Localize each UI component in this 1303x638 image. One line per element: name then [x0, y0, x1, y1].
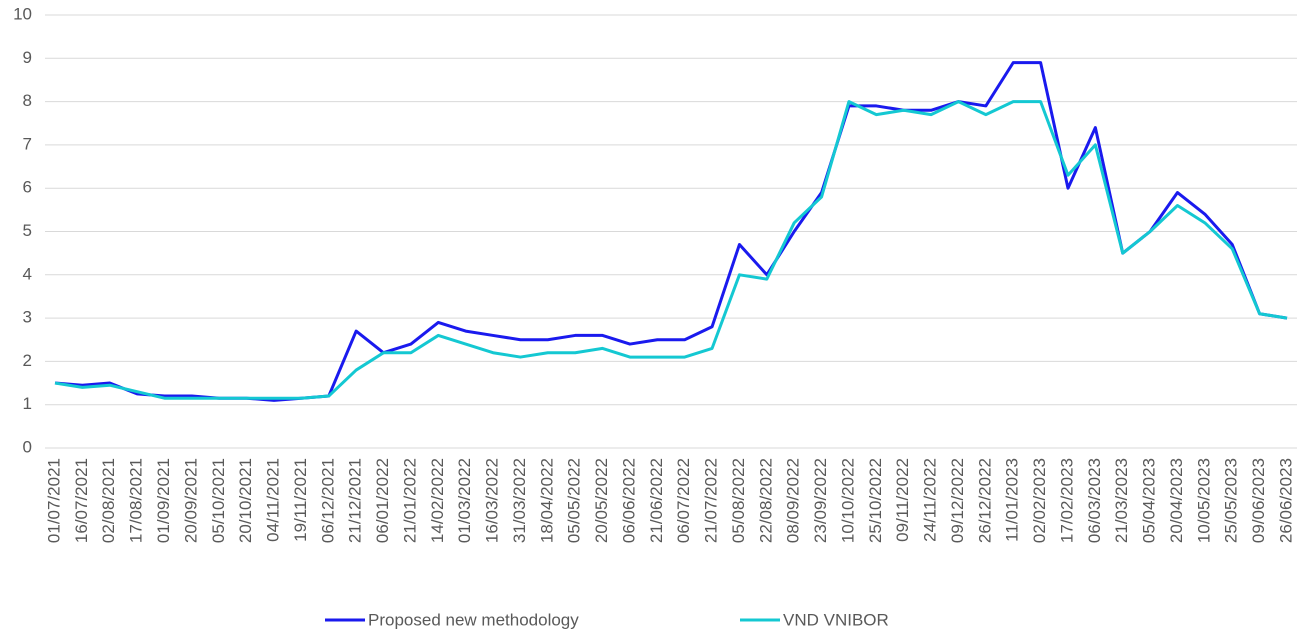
y-tick-label: 0 [23, 437, 32, 456]
x-tick-label: 24/11/2022 [921, 458, 940, 542]
x-tick-label: 20/05/2022 [592, 458, 611, 543]
x-tick-label: 26/06/2023 [1276, 458, 1295, 543]
x-tick-label: 06/07/2022 [674, 458, 693, 543]
y-tick-label: 3 [23, 308, 32, 327]
x-tick-label: 31/03/2022 [510, 458, 529, 543]
x-tick-label: 10/05/2023 [1194, 458, 1213, 543]
y-tick-label: 2 [23, 351, 32, 370]
x-tick-label: 21/07/2022 [702, 458, 721, 543]
x-tick-label: 19/11/2021 [291, 458, 310, 542]
x-tick-label: 02/02/2023 [1030, 458, 1049, 543]
x-tick-label: 16/03/2022 [483, 458, 502, 543]
x-tick-label: 10/10/2022 [838, 458, 857, 543]
x-tick-label: 23/09/2022 [811, 458, 830, 543]
legend-label: Proposed new methodology [368, 610, 579, 629]
x-tick-label: 14/02/2022 [428, 458, 447, 543]
x-tick-label: 25/05/2023 [1222, 458, 1241, 543]
x-tick-label: 09/12/2022 [948, 458, 967, 543]
x-tick-label: 02/08/2021 [99, 458, 118, 543]
x-tick-label: 21/06/2022 [647, 458, 666, 543]
x-tick-label: 11/01/2023 [1003, 458, 1022, 542]
x-tick-label: 05/10/2021 [209, 458, 228, 543]
y-tick-label: 8 [23, 91, 32, 110]
x-tick-label: 06/01/2022 [373, 458, 392, 543]
x-tick-label: 05/04/2023 [1140, 458, 1159, 543]
x-tick-label: 05/08/2022 [729, 458, 748, 543]
x-tick-label: 04/11/2021 [264, 458, 283, 542]
x-tick-label: 01/03/2022 [455, 458, 474, 543]
x-tick-label: 25/10/2022 [866, 458, 885, 543]
x-tick-label: 20/04/2023 [1167, 458, 1186, 543]
legend-label: VND VNIBOR [783, 610, 889, 629]
x-tick-label: 06/12/2021 [318, 458, 337, 543]
x-tick-label: 06/06/2022 [619, 458, 638, 543]
x-tick-label: 16/07/2021 [72, 458, 91, 543]
x-tick-label: 01/07/2021 [44, 458, 63, 543]
x-tick-label: 18/04/2022 [537, 458, 556, 543]
x-tick-label: 20/09/2021 [181, 458, 200, 543]
y-tick-label: 5 [23, 221, 32, 240]
line [54, 100, 1288, 400]
y-tick-label: 1 [23, 394, 32, 413]
x-tick-label: 05/05/2022 [565, 458, 584, 543]
x-tick-label: 21/12/2021 [346, 458, 365, 543]
x-tick-label: 22/08/2022 [756, 458, 775, 543]
x-tick-label: 21/03/2023 [1112, 458, 1131, 543]
x-tick-label: 09/06/2023 [1249, 458, 1268, 543]
y-tick-label: 9 [23, 48, 32, 67]
x-tick-label: 26/12/2022 [975, 458, 994, 543]
y-tick-label: 7 [23, 134, 32, 153]
y-tick-label: 6 [23, 178, 32, 197]
x-tick-label: 01/09/2021 [154, 458, 173, 543]
x-tick-label: 09/11/2022 [893, 458, 912, 542]
x-tick-label: 06/03/2023 [1085, 458, 1104, 543]
x-tick-label: 20/10/2021 [236, 458, 255, 543]
x-tick-label: 17/02/2023 [1057, 458, 1076, 543]
y-tick-label: 10 [13, 4, 32, 23]
x-tick-label: 21/01/2022 [400, 458, 419, 543]
x-tick-label: 08/09/2022 [784, 458, 803, 543]
x-tick-label: 17/08/2021 [127, 458, 146, 543]
y-tick-label: 4 [23, 264, 32, 283]
